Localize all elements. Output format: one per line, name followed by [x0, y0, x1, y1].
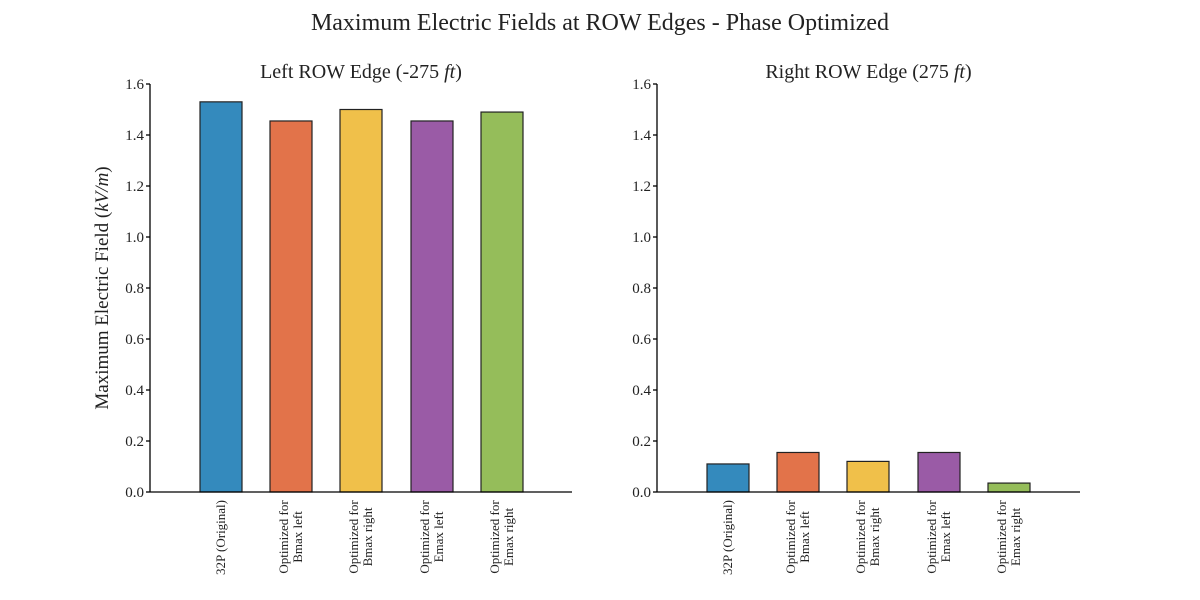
x-tick-label-line: Bmax left: [290, 511, 305, 563]
x-tick-label: Optimized forBmax right: [346, 500, 375, 574]
y-tick-label: 0.8: [125, 281, 144, 297]
x-tick-label: 32P (Original): [720, 500, 735, 575]
x-tick-label-line: Bmax right: [867, 507, 882, 566]
x-tick-label-line: 32P (Original): [213, 500, 228, 575]
chart-title-end: ): [965, 61, 972, 83]
bar: [917, 451, 961, 493]
x-tick-label-line: Bmax right: [360, 507, 375, 566]
y-tick-label: 1.0: [125, 230, 144, 246]
x-tick-label-line: Emax right: [1008, 508, 1023, 567]
x-tick-label: Optimized forEmax left: [417, 500, 446, 574]
y-tick-label: 0.6: [125, 332, 144, 348]
x-tick-label: Optimized forBmax right: [853, 500, 882, 574]
y-tick-label: 1.0: [632, 230, 651, 246]
figure-title: Maximum Electric Fields at ROW Edges - P…: [311, 10, 889, 36]
y-tick-label: 0.2: [632, 434, 651, 450]
x-tick-label: Optimized forEmax left: [924, 500, 953, 574]
y-tick-label: 0.8: [632, 281, 651, 297]
y-tick-label: 1.6: [632, 77, 651, 93]
x-tick-label-line: Optimized for: [346, 500, 361, 574]
bar: [269, 120, 313, 493]
bar: [339, 108, 383, 493]
bar: [199, 101, 243, 493]
y-axis-label-unit: kV/m: [92, 173, 113, 212]
x-tick-label-line: 32P (Original): [720, 500, 735, 575]
y-tick-label: 0.6: [632, 332, 651, 348]
bar: [706, 463, 750, 493]
bar: [480, 111, 524, 493]
bar: [410, 120, 454, 493]
x-tick-label-line: Optimized for: [417, 500, 432, 574]
chart-title: Left ROW Edge (-275 ft): [260, 61, 462, 83]
x-tick-label: 32P (Original): [213, 500, 228, 575]
x-tick-label: Optimized forEmax right: [994, 500, 1023, 574]
x-tick-label-line: Optimized for: [487, 500, 502, 574]
chart-panel-left: Left ROW Edge (-275 ft)Maximum Electric …: [92, 61, 572, 575]
x-tick-label-line: Optimized for: [276, 500, 291, 574]
x-tick-label-line: Emax left: [431, 511, 446, 562]
x-tick-label: Optimized forEmax right: [487, 500, 516, 574]
chart-title-end: ): [455, 61, 462, 83]
y-tick-label: 1.6: [125, 77, 144, 93]
y-tick-label: 0.4: [632, 383, 651, 399]
y-tick-label: 1.4: [632, 128, 651, 144]
x-tick-label-line: Optimized for: [994, 500, 1009, 574]
y-axis-label: Maximum Electric Field (kV/m): [92, 166, 113, 409]
chart-title-main: Left ROW Edge (-275: [260, 61, 444, 83]
bar: [776, 451, 820, 493]
y-axis-label-main: Maximum Electric Field (: [92, 212, 113, 410]
chart-title: Right ROW Edge (275 ft): [765, 61, 971, 83]
x-tick-label: Optimized forBmax left: [276, 500, 305, 574]
x-tick-label-line: Emax right: [501, 508, 516, 567]
chart-title-unit: ft: [444, 61, 456, 83]
y-tick-label: 1.4: [125, 128, 144, 144]
bar: [846, 460, 890, 493]
y-tick-label: 0.4: [125, 383, 144, 399]
y-tick-label: 0.0: [125, 485, 144, 501]
chart-panels: Left ROW Edge (-275 ft)Maximum Electric …: [92, 61, 1080, 575]
y-tick-label: 0.0: [632, 485, 651, 501]
y-axis-label-end: ): [92, 166, 113, 172]
x-tick-label-line: Emax left: [938, 511, 953, 562]
y-tick-label: 1.2: [632, 179, 651, 195]
x-tick-label-line: Bmax left: [797, 511, 812, 563]
y-tick-label: 1.2: [125, 179, 144, 195]
chart-title-main: Right ROW Edge (275: [765, 61, 954, 83]
x-tick-label: Optimized forBmax left: [783, 500, 812, 574]
chart-title-unit: ft: [954, 61, 966, 83]
x-tick-label-line: Optimized for: [924, 500, 939, 574]
chart-panel-right: Right ROW Edge (275 ft) 0.0 0.2 0.4 0.6 0.8 1.…: [632, 61, 1080, 575]
y-tick-label: 0.2: [125, 434, 144, 450]
bar: [987, 482, 1031, 493]
x-tick-label-line: Optimized for: [783, 500, 798, 574]
x-tick-label-line: Optimized for: [853, 500, 868, 574]
